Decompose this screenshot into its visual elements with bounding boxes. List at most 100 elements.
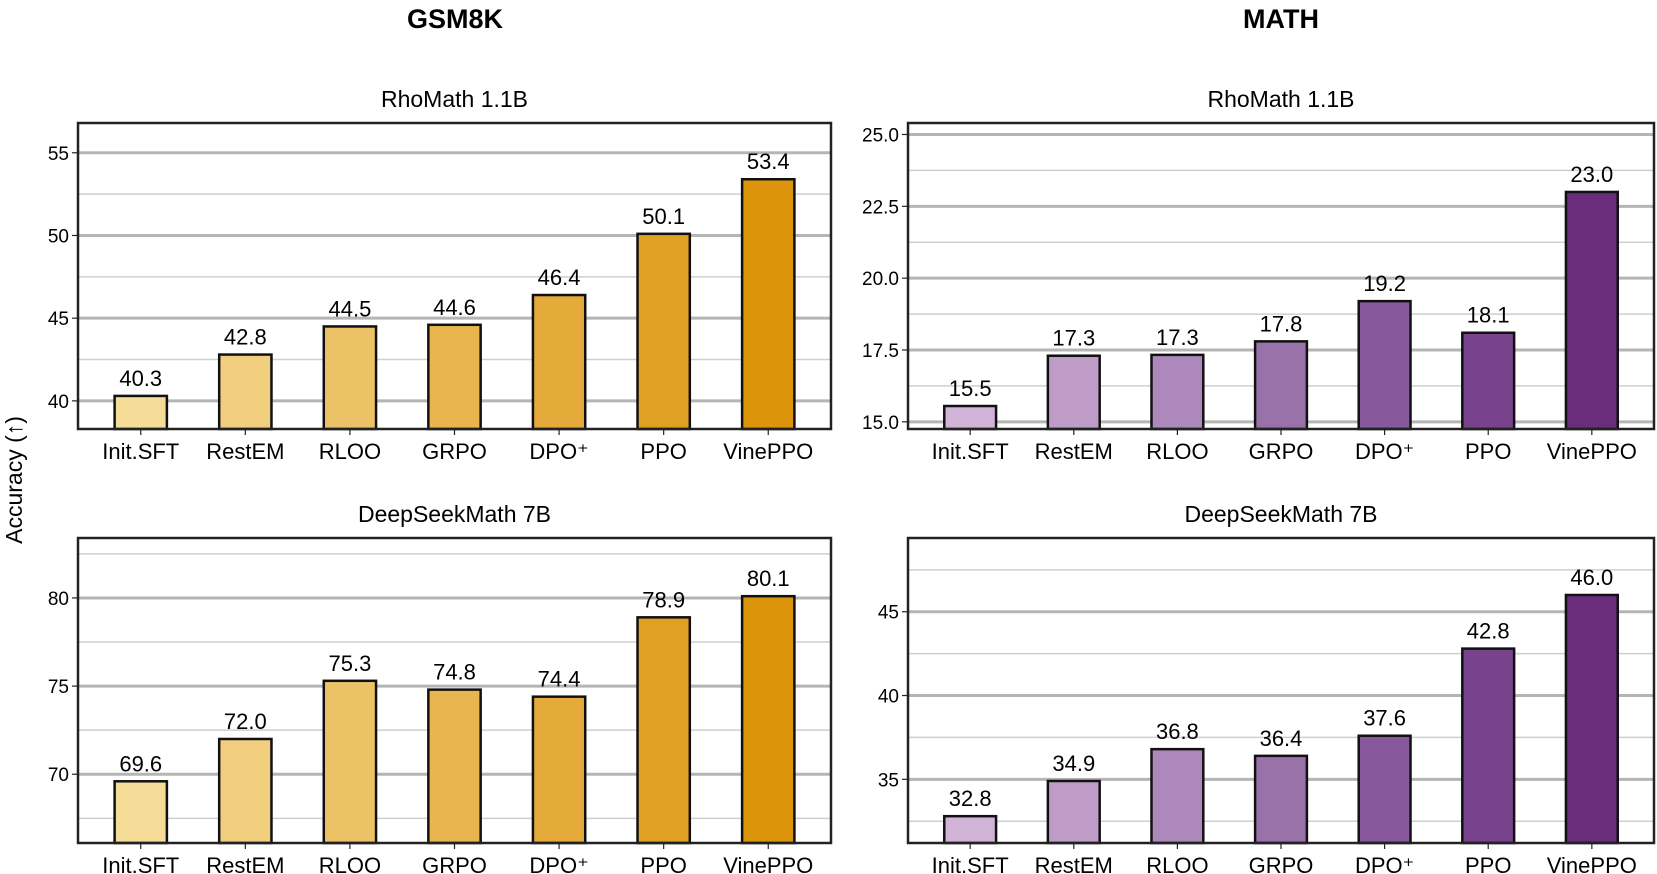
bar-grpo — [1253, 754, 1309, 845]
plot-frame — [76, 121, 833, 431]
y-tick-label: 75 — [48, 677, 69, 698]
bar-ppo — [1461, 331, 1516, 431]
bar-dpo — [1357, 734, 1412, 845]
x-tick-label: DPO⁺ — [1355, 853, 1414, 874]
bar-dpo — [531, 695, 587, 845]
y-tick-label: 80 — [48, 589, 69, 610]
bar-value-label: 78.9 — [642, 587, 685, 612]
bar-value-label: 74.4 — [538, 667, 581, 692]
bar-value-label: 23.0 — [1570, 162, 1613, 187]
bar-value-label: 72.0 — [224, 709, 267, 734]
bar-rloo — [1150, 747, 1205, 845]
x-tick-label: PPO — [640, 853, 686, 874]
bar-ppo — [1461, 647, 1516, 845]
x-tick-label: Init.SFT — [932, 853, 1009, 874]
bar-value-label: 75.3 — [329, 651, 372, 676]
panel-title: DeepSeekMath 7B — [1184, 501, 1377, 527]
x-tick-label: RestEM — [206, 853, 284, 874]
bar-rloo — [322, 679, 378, 845]
bar-dpo — [531, 293, 587, 431]
x-tick-label: PPO — [640, 439, 686, 464]
x-tick-label: VinePPO — [1547, 439, 1637, 464]
x-tick-label: RLOO — [319, 439, 381, 464]
bar-value-label: 37.6 — [1363, 706, 1406, 731]
bar-initsft — [943, 814, 998, 845]
y-tick-label: 20.0 — [862, 269, 899, 290]
plot-frame — [906, 121, 1656, 431]
x-tick-label: VinePPO — [1547, 853, 1637, 874]
bar-value-label: 44.5 — [329, 296, 372, 321]
bar-grpo — [427, 323, 482, 431]
bar-initsft — [113, 780, 169, 845]
chart-panel-2: DeepSeekMath 7B 70 75 80 69.6 Init.SFT 72.0 Res… — [48, 501, 833, 874]
bar-initsft — [943, 404, 998, 431]
y-tick-label: 45 — [878, 603, 899, 624]
bar-value-label: 36.4 — [1260, 726, 1303, 751]
x-tick-label: RestEM — [206, 439, 284, 464]
x-tick-label: GRPO — [422, 439, 487, 464]
column-title-gsm8k: GSM8K — [407, 4, 504, 34]
bar-initsft — [113, 394, 169, 431]
bar-value-label: 80.1 — [747, 566, 790, 591]
y-tick-label: 45 — [48, 309, 69, 330]
column-title-math: MATH — [1243, 4, 1319, 34]
bar-ppo — [636, 232, 692, 431]
y-tick-label: 17.5 — [862, 341, 899, 362]
bar-vineppo — [1564, 190, 1619, 431]
plot-frame — [906, 536, 1656, 845]
x-tick-label: RLOO — [1146, 439, 1208, 464]
bar-grpo — [427, 688, 482, 845]
bar-value-label: 50.1 — [642, 204, 685, 229]
bar-value-label: 17.3 — [1052, 326, 1095, 351]
bar-value-label: 17.3 — [1156, 325, 1199, 350]
x-tick-label: RLOO — [319, 853, 381, 874]
y-tick-label: 40 — [878, 687, 899, 708]
bar-restem — [1046, 354, 1101, 431]
y-tick-label: 40 — [48, 392, 69, 413]
panel-title: DeepSeekMath 7B — [358, 501, 551, 527]
x-tick-label: PPO — [1465, 853, 1511, 874]
bar-dpo — [1357, 299, 1412, 431]
bar-rloo — [322, 325, 378, 431]
x-tick-label: DPO⁺ — [1355, 439, 1414, 464]
bar-vineppo — [740, 594, 796, 845]
bar-value-label: 44.6 — [433, 295, 476, 320]
bar-value-label: 36.8 — [1156, 719, 1199, 744]
bar-value-label: 19.2 — [1363, 271, 1406, 296]
chart-panel-0: RhoMath 1.1B 40 45 50 55 40.3 Init.SFT 42.8 Rest… — [48, 86, 833, 464]
y-tick-label: 55 — [48, 144, 69, 165]
bar-grpo — [1253, 340, 1309, 431]
panel-title: RhoMath 1.1B — [381, 86, 528, 112]
bar-value-label: 32.8 — [949, 786, 992, 811]
x-tick-label: Init.SFT — [102, 853, 179, 874]
bar-value-label: 15.5 — [949, 376, 992, 401]
x-tick-label: PPO — [1465, 439, 1511, 464]
y-tick-label: 22.5 — [862, 197, 899, 218]
x-tick-label: RLOO — [1146, 853, 1208, 874]
bar-value-label: 42.8 — [224, 325, 267, 350]
bar-value-label: 40.3 — [119, 366, 162, 391]
chart-panel-1: RhoMath 1.1B 15.0 17.5 20.0 22.5 25.0 15.5 Init… — [862, 86, 1656, 464]
plot-frame — [76, 536, 833, 845]
x-tick-label: GRPO — [1249, 853, 1314, 874]
bar-restem — [1046, 779, 1101, 845]
bar-value-label: 74.8 — [433, 660, 476, 685]
x-tick-label: RestEM — [1035, 853, 1113, 874]
bar-vineppo — [1564, 593, 1619, 845]
bar-value-label: 69.6 — [119, 751, 162, 776]
x-tick-label: GRPO — [1249, 439, 1314, 464]
bar-vineppo — [740, 177, 796, 431]
x-tick-label: DPO⁺ — [529, 439, 588, 464]
x-tick-label: Init.SFT — [932, 439, 1009, 464]
bar-value-label: 53.4 — [747, 149, 790, 174]
bar-restem — [217, 353, 273, 431]
bar-restem — [217, 737, 273, 845]
bar-value-label: 42.8 — [1467, 619, 1510, 644]
x-tick-label: GRPO — [422, 853, 487, 874]
y-tick-label: 50 — [48, 226, 69, 247]
x-tick-label: VinePPO — [723, 853, 813, 874]
chart-panel-3: DeepSeekMath 7B 35 40 45 32.8 Init.SFT 34.9 Res… — [878, 501, 1656, 874]
panel-title: RhoMath 1.1B — [1207, 86, 1354, 112]
bar-value-label: 18.1 — [1467, 303, 1510, 328]
